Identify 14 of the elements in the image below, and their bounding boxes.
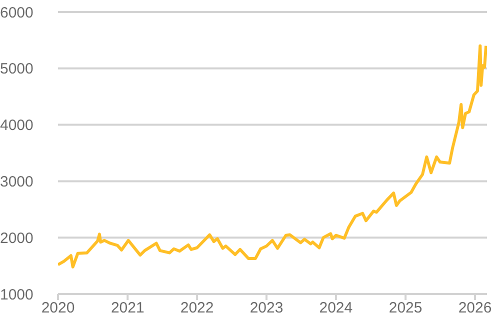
x-tick-label: 2025 xyxy=(388,300,422,317)
line-series xyxy=(58,44,487,268)
x-tick-label: 2024 xyxy=(319,300,353,317)
y-tick-label: 3000 xyxy=(0,174,34,191)
x-tick-label: 2022 xyxy=(180,300,214,317)
x-tick-label: 2021 xyxy=(110,300,144,317)
y-tick-label: 5000 xyxy=(0,60,34,78)
y-tick-label: 4000 xyxy=(0,117,34,134)
x-tick-label: 2023 xyxy=(250,300,284,317)
y-tick-label: 2000 xyxy=(0,230,34,247)
y-tick-label: 6000 xyxy=(0,4,34,22)
y-tick-label: 1000 xyxy=(0,286,34,304)
x-tick-label: 2020 xyxy=(41,300,75,317)
x-tick-label: 2026 xyxy=(458,300,492,317)
